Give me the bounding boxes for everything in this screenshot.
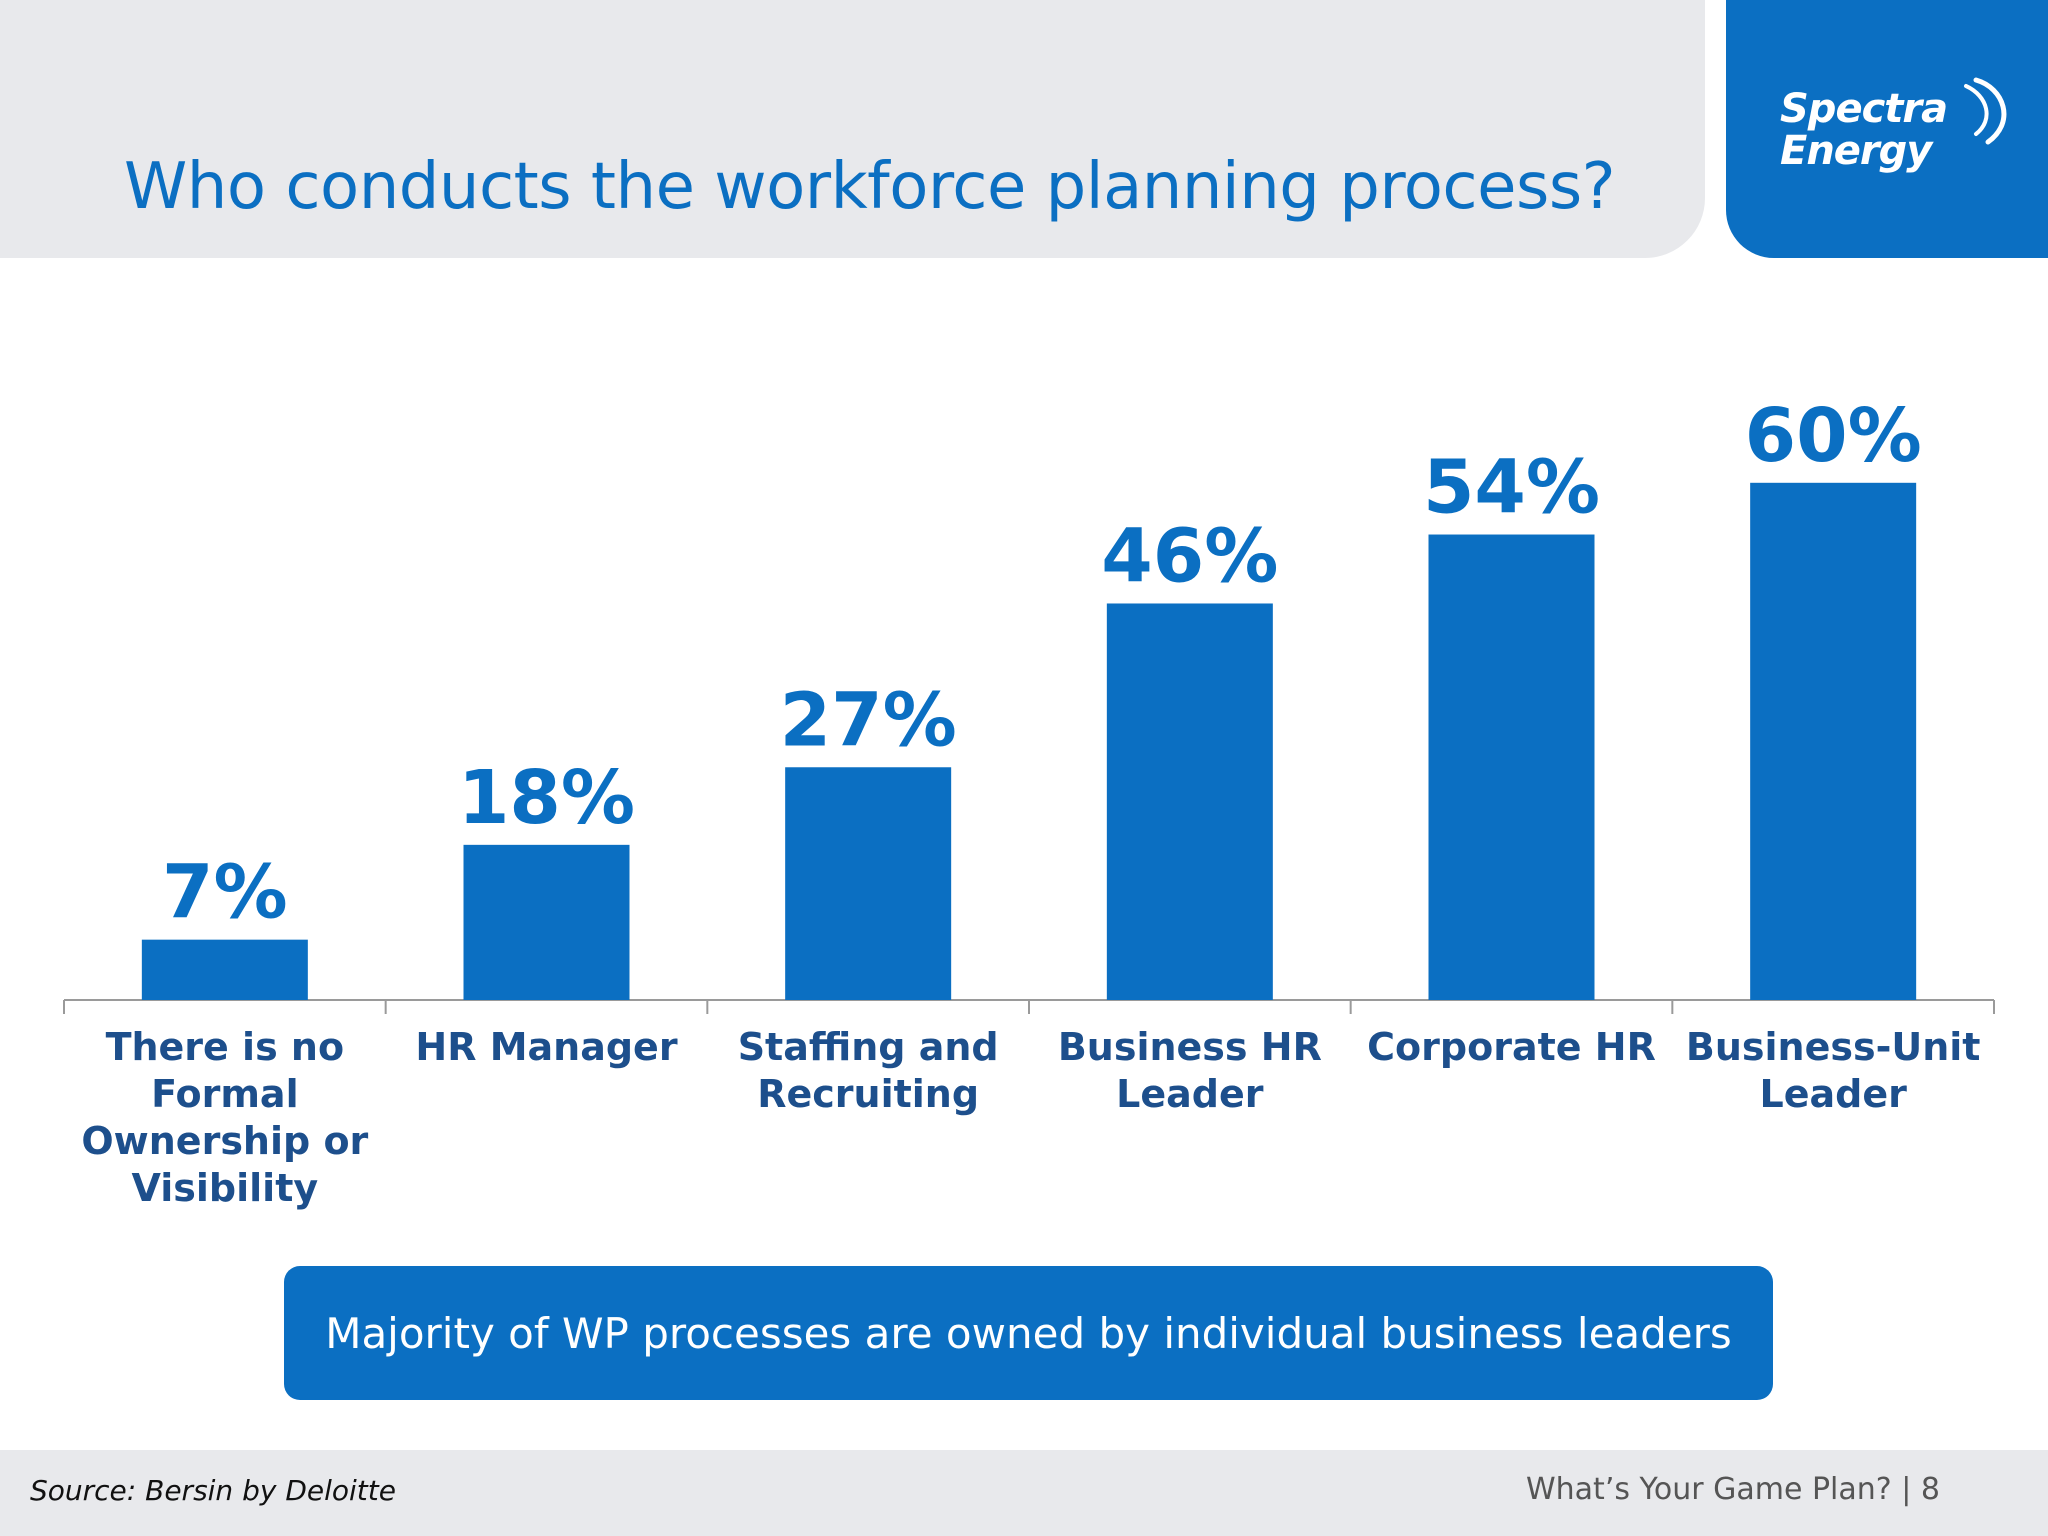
- footer-deck-info: What’s Your Game Plan? | 8: [1526, 1472, 1940, 1507]
- logo: Spectra Energy: [1726, 0, 2048, 258]
- logo-line-1: Spectra: [1780, 86, 1948, 132]
- bar: [785, 767, 952, 1000]
- deck-title: What’s Your Game Plan?: [1526, 1472, 1892, 1507]
- logo-swoosh-icon: [1964, 77, 2007, 145]
- data-label: 54%: [1423, 445, 1600, 531]
- logo-text: Spectra Energy: [1780, 86, 1948, 174]
- category-label-line: Visibility: [131, 1166, 319, 1210]
- category-label-line: Leader: [1116, 1072, 1264, 1116]
- page-title: Who conducts the workforce planning proc…: [124, 150, 1616, 224]
- data-label: 60%: [1745, 393, 1922, 479]
- category-label: Corporate HR: [1362, 1024, 1662, 1071]
- callout-box: Majority of WP processes are owned by in…: [284, 1266, 1773, 1400]
- bar-chart: 7% 18% 27% 46% 54% 60%: [63, 393, 1995, 1014]
- data-label: 46%: [1101, 513, 1278, 599]
- bar: [1428, 534, 1595, 1000]
- category-label-line: Staffing and: [737, 1025, 999, 1069]
- category-label-line: Corporate HR: [1367, 1025, 1656, 1069]
- bar: [1106, 603, 1273, 1000]
- category-label: Business-Unit Leader: [1683, 1024, 1983, 1118]
- category-label-line: Business HR: [1057, 1025, 1322, 1069]
- bar: [463, 844, 630, 1000]
- category-label-line: Leader: [1759, 1072, 1907, 1116]
- footer: Source: Bersin by Deloitte What’s Your G…: [0, 1450, 2048, 1536]
- logo-line-2: Energy: [1780, 128, 1932, 174]
- data-label: 7%: [162, 850, 288, 936]
- category-label: There is no Formal Ownership or Visibility: [75, 1024, 375, 1212]
- bar: [141, 939, 308, 1000]
- category-label-line: Business-Unit: [1685, 1025, 1981, 1069]
- category-label-line: Ownership or: [81, 1119, 369, 1163]
- source-note: Source: Bersin by Deloitte: [30, 1474, 396, 1507]
- footer-separator: |: [1901, 1472, 1912, 1507]
- category-label: Business HR Leader: [1040, 1024, 1340, 1118]
- category-label: Staffing and Recruiting: [718, 1024, 1018, 1118]
- data-label: 18%: [458, 755, 635, 841]
- title-band: [0, 0, 1705, 258]
- category-label-line: There is no: [105, 1025, 345, 1069]
- category-label-line: Recruiting: [757, 1072, 980, 1116]
- data-label: 27%: [780, 677, 957, 763]
- bar: [1750, 482, 1917, 1000]
- category-label: HR Manager: [397, 1024, 697, 1071]
- page-number: 8: [1920, 1472, 1940, 1507]
- category-label-line: HR Manager: [415, 1025, 678, 1069]
- category-label-line: Formal: [151, 1072, 299, 1116]
